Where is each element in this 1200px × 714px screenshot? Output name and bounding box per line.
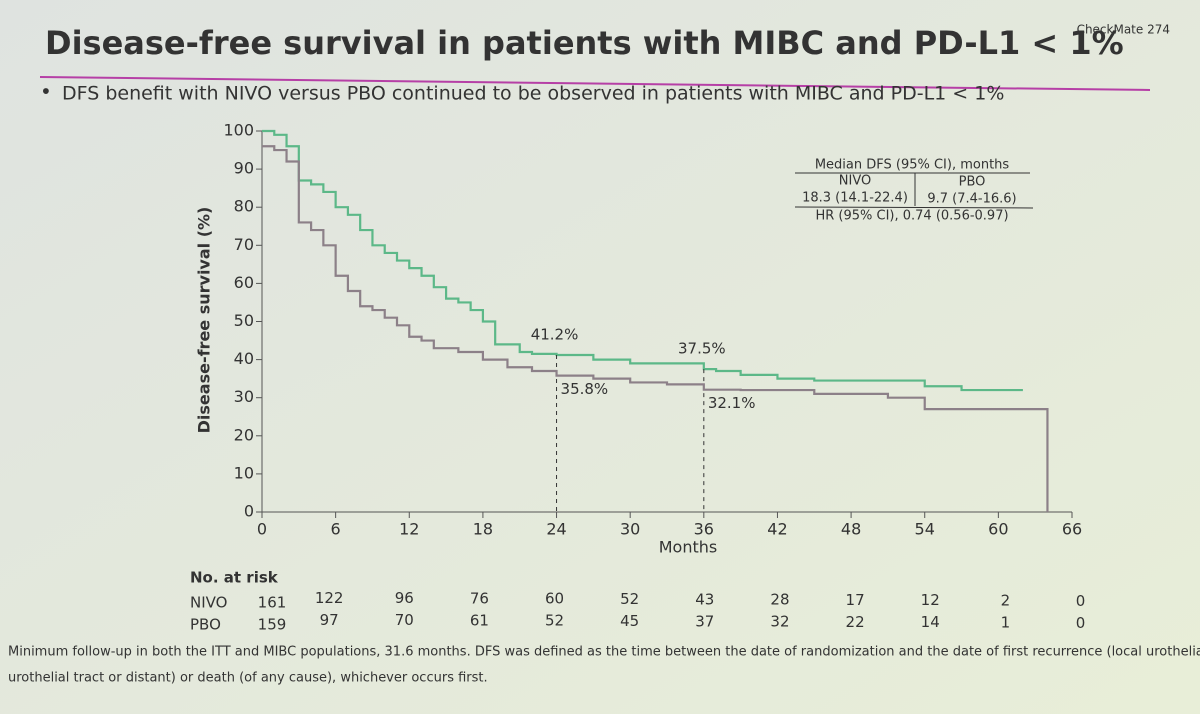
y-tick-label: 40 xyxy=(234,349,254,368)
y-axis-label: Disease-free survival (%) xyxy=(195,207,214,434)
legend-label: PBO xyxy=(190,616,221,634)
y-tick-label: 100 xyxy=(223,121,254,140)
x-tick-label: 60 xyxy=(988,520,1008,539)
at-risk-value: 60 xyxy=(545,590,564,608)
x-tick-label: 6 xyxy=(331,520,341,539)
at-risk-title: No. at risk xyxy=(190,569,279,587)
y-tick-label: 50 xyxy=(234,311,254,330)
inset-nivo: NIVO xyxy=(839,174,871,189)
x-tick-label: 18 xyxy=(473,520,493,539)
y-tick-label: 20 xyxy=(234,425,254,444)
x-tick-label: 36 xyxy=(694,520,714,539)
at-risk-value: 17 xyxy=(846,591,865,609)
at-risk-value: 70 xyxy=(395,611,414,629)
at-risk-value: 76 xyxy=(470,589,489,607)
at-risk-value: 161 xyxy=(258,594,287,612)
at-risk-value: 12 xyxy=(921,591,940,609)
inset-title: Median DFS (95% CI), months xyxy=(815,158,1010,173)
at-risk-value: 97 xyxy=(320,611,339,629)
at-risk-value: 37 xyxy=(695,612,714,630)
inset-pbo-value: 9.7 (7.4-16.6) xyxy=(927,192,1016,207)
footnote: Minimum follow-up in both the ITT and MI… xyxy=(8,645,1200,660)
x-tick-label: 66 xyxy=(1062,520,1082,539)
inset-nivo-value: 18.3 (14.1-22.4) xyxy=(802,191,908,206)
x-tick-label: 42 xyxy=(767,520,787,539)
y-tick-label: 90 xyxy=(234,159,254,178)
x-tick-label: 24 xyxy=(546,520,566,539)
at-risk-value: 14 xyxy=(921,613,940,631)
x-tick-label: 30 xyxy=(620,520,640,539)
survival-curve xyxy=(262,145,1049,512)
y-tick-label: 60 xyxy=(234,273,254,292)
at-risk-value: 32 xyxy=(770,613,789,631)
inset: Median DFS (95% CI), months NIVO PBO 18.… xyxy=(794,158,1034,224)
inset-hr: HR (95% CI), 0.74 (0.56-0.97) xyxy=(815,209,1008,224)
y-tick-label: 10 xyxy=(234,463,254,482)
title: Disease-free survival in patients with M… xyxy=(45,24,1124,62)
at-risk-value: 159 xyxy=(258,616,287,634)
bullet: DFS benefit with NIVO versus PBO continu… xyxy=(62,83,1004,105)
annotation: 35.8% xyxy=(561,380,609,398)
at-risk-value: 122 xyxy=(315,589,344,607)
at-risk-value: 1 xyxy=(1001,614,1011,632)
at-risk-value: 45 xyxy=(620,612,639,630)
annotation: 37.5% xyxy=(678,340,726,358)
badge: CheckMate 274 xyxy=(1077,23,1170,37)
y-tick-label: 70 xyxy=(234,235,254,254)
at-risk-value: 96 xyxy=(395,589,414,607)
y-tick-label: 0 xyxy=(244,502,254,521)
title-rule xyxy=(39,76,1151,91)
at-risk-value: 2 xyxy=(1001,592,1011,610)
at-risk-value: 0 xyxy=(1076,592,1086,610)
x-tick-label: 48 xyxy=(841,520,861,539)
at-risk-value: 52 xyxy=(545,612,564,630)
inset-rule xyxy=(794,206,1034,209)
x-tick-label: 54 xyxy=(915,520,935,539)
x-tick-label: 0 xyxy=(257,520,267,539)
at-risk-value: 22 xyxy=(846,613,865,631)
annotation: 41.2% xyxy=(531,326,579,344)
y-tick-label: 80 xyxy=(234,197,254,216)
annotation: 32.1% xyxy=(708,394,756,412)
at-risk-value: 43 xyxy=(695,590,714,608)
at-risk-value: 52 xyxy=(620,590,639,608)
inset-pbo: PBO xyxy=(959,175,986,190)
x-tick-label: 12 xyxy=(399,520,419,539)
at-risk-value: 61 xyxy=(470,611,489,629)
x-axis-label: Months xyxy=(659,538,717,557)
at-risk-value: 28 xyxy=(770,591,789,609)
at-risk-value: 0 xyxy=(1076,614,1086,632)
y-tick-label: 30 xyxy=(234,387,254,406)
legend-label: NIVO xyxy=(190,594,227,612)
bullet-dot: • xyxy=(40,80,52,104)
footnote: urothelial tract or distant) or death (o… xyxy=(8,671,488,686)
survival-curve xyxy=(262,129,1023,392)
